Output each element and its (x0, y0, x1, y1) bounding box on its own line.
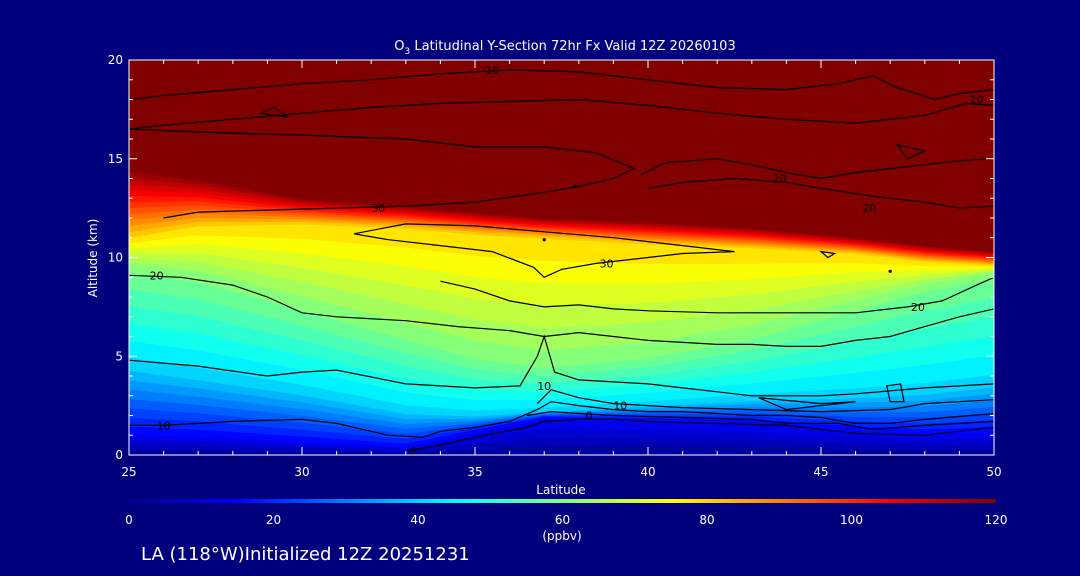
colorbar-tick-label: 60 (555, 513, 570, 527)
contour-lines: 0 0 10 10 10 20 20 30 30 20 20 10 10 (129, 64, 994, 458)
y-tick-label: 15 (108, 152, 123, 166)
x-tick-label: 25 (121, 465, 136, 479)
contour-line (647, 177, 994, 209)
chart-title: O3 Latitudinal Y-Section 72hr Fx Valid 1… (394, 39, 735, 57)
x-tick-label: 50 (986, 465, 1001, 479)
y-axis: 0 5 10 15 20 (108, 53, 994, 462)
contour-label: 0 (586, 410, 593, 423)
contour-label: 30 (599, 257, 613, 270)
x-axis: 25 30 35 40 45 50 (121, 60, 1002, 479)
x-tick-label: 45 (813, 465, 828, 479)
contour-line (129, 98, 994, 130)
contour-line (440, 276, 994, 314)
contour-line (526, 410, 994, 430)
chart-title-prefix: O (394, 39, 404, 54)
heatmap-bands (129, 60, 994, 455)
contour-label: 10 (157, 419, 171, 432)
colorbar-tick-label: 100 (840, 513, 863, 527)
contour-point (888, 269, 892, 273)
contour-island (819, 250, 837, 259)
colorbar-ticks: 0 20 40 60 80 100 120 (125, 513, 1007, 527)
x-tick-label: 35 (467, 465, 482, 479)
contour-line (129, 69, 994, 101)
contour-line (536, 389, 994, 413)
contour-label: 20 (911, 301, 925, 314)
y-tick-label: 5 (115, 349, 123, 363)
footer-text: LA (118°W)Initialized 12Z 20251231 (141, 544, 470, 565)
contour-island (258, 106, 289, 118)
contour-label: 10 (537, 380, 551, 393)
x-axis-label: Latitude (536, 483, 585, 497)
contour-island (895, 143, 927, 160)
contour-label: 10 (613, 400, 627, 413)
contour-line (129, 274, 994, 347)
colorbar-tick-label: 20 (266, 513, 281, 527)
y-tick-label: 10 (108, 251, 123, 265)
contour-label: 20 (862, 202, 876, 215)
x-tick-label: 30 (294, 465, 309, 479)
contour-line (129, 401, 994, 438)
contour-point (573, 184, 577, 188)
plot-area: 0 0 10 10 10 20 20 30 30 20 20 10 10 (129, 60, 994, 458)
contour-line (640, 158, 994, 180)
y-tick-label: 0 (115, 448, 123, 462)
x-tick-label: 40 (640, 465, 655, 479)
colorbar-tick-label: 0 (125, 513, 133, 527)
chart-title-suffix: Latitudinal Y-Section 72hr Fx Valid 12Z … (410, 39, 736, 54)
colorbar-unit: (ppbv) (542, 529, 581, 543)
contour-line (405, 418, 994, 452)
chart-title-subscript: 3 (405, 47, 411, 57)
contour-point (542, 238, 546, 242)
y-tick-label: 20 (108, 53, 123, 67)
contour-label: 20 (150, 269, 164, 282)
contour-line (353, 223, 735, 279)
y-axis-label: Altitude (km) (86, 219, 100, 298)
heatmap-band (129, 60, 994, 193)
contour-line (129, 334, 994, 397)
colorbar-tick-label: 80 (699, 513, 714, 527)
contour-line (129, 128, 636, 219)
colorbar (129, 499, 996, 503)
contour-label: 10 (970, 94, 984, 107)
contour-label: 10 (485, 64, 499, 77)
contour-label: 0 (409, 445, 416, 458)
contour-label: 30 (371, 202, 385, 215)
colorbar-tick-label: 120 (985, 513, 1008, 527)
colorbar-tick-label: 40 (410, 513, 425, 527)
contour-island (758, 397, 856, 411)
contour-island (885, 383, 905, 403)
contour-label: 20 (772, 173, 786, 186)
